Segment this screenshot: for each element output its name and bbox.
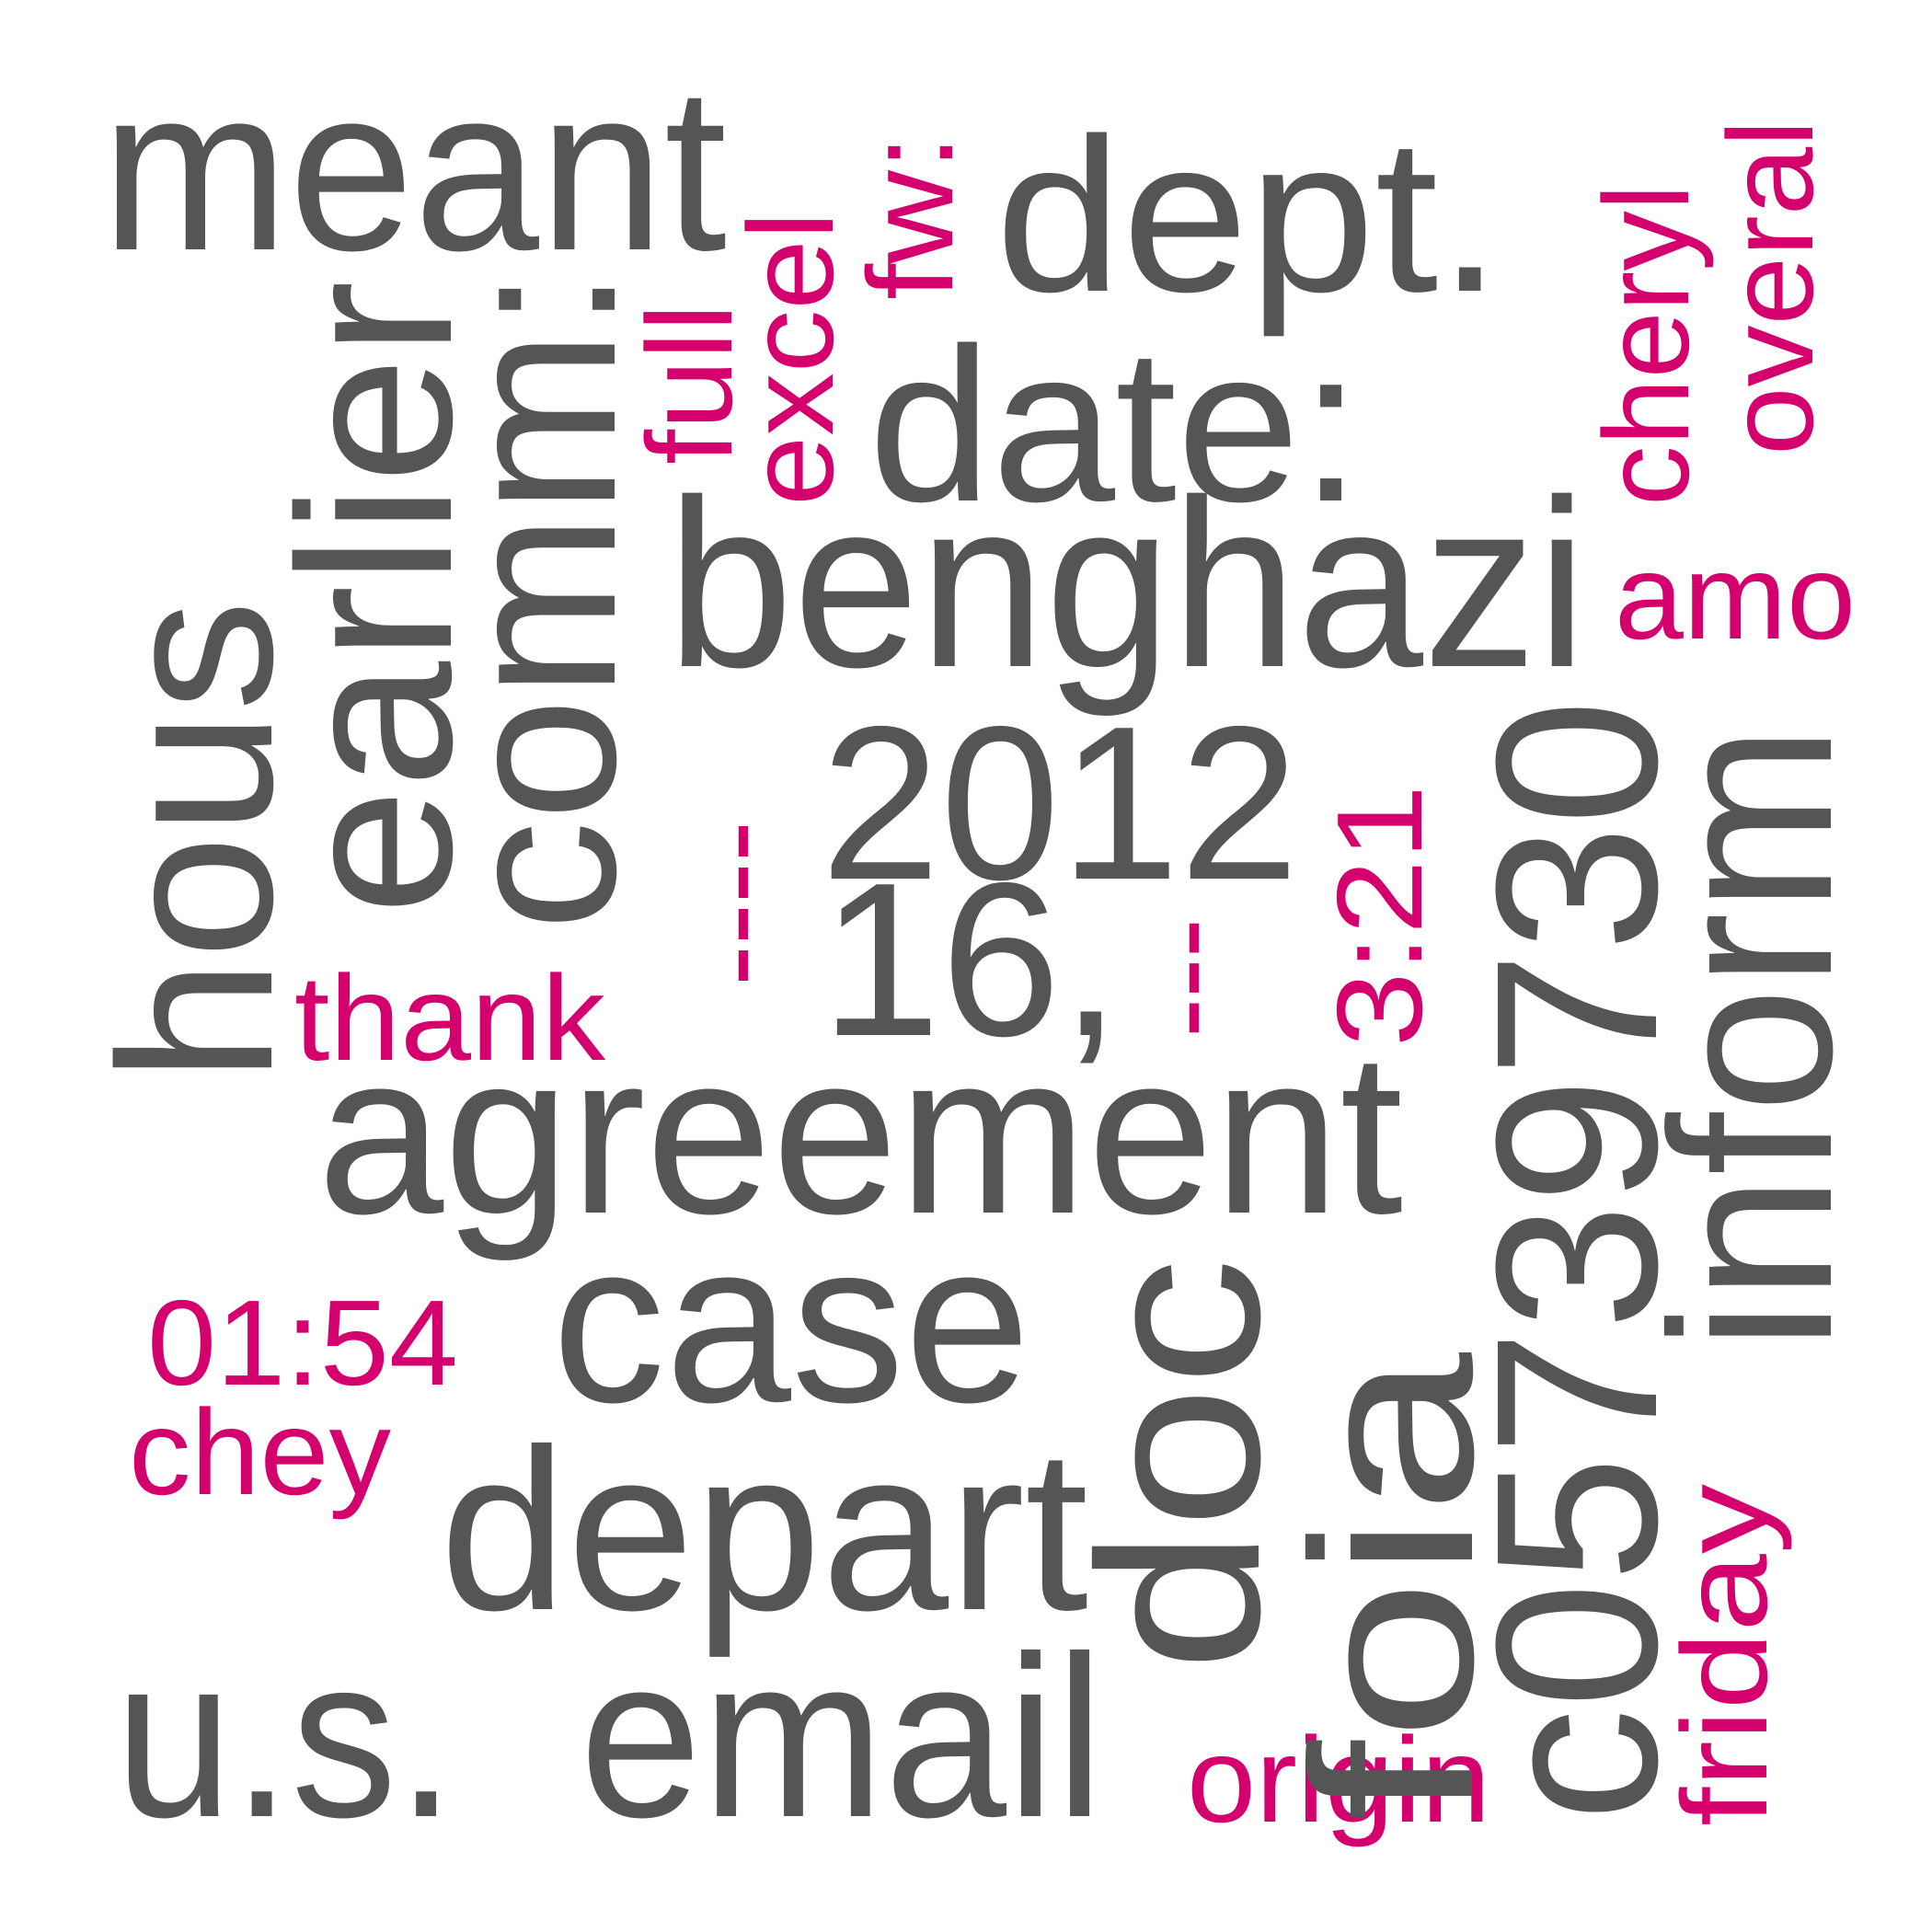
word-16: 16,: [821, 838, 1121, 1082]
word-fw: fw:: [843, 134, 978, 300]
word-case: case: [552, 1193, 1030, 1450]
word-dashes-3: ---: [1117, 918, 1252, 1038]
word-email: email: [580, 1608, 1104, 1865]
word-dept: dept.: [995, 94, 1501, 338]
word-foia: foia: [1264, 1351, 1521, 1822]
word-c05739730: c05739730: [1448, 699, 1705, 1822]
word-us: u.s.: [115, 1608, 455, 1865]
word-date: date:: [868, 304, 1362, 547]
word-hous: hous: [75, 600, 318, 1083]
word-doc: doc: [1051, 1258, 1307, 1672]
word-origin: origin: [1187, 1712, 1490, 1847]
word-321: 3:21: [1312, 785, 1447, 1047]
word-chey: chey: [129, 1385, 391, 1520]
word-benghazi: benghazi: [667, 451, 1587, 719]
word-overal: overal: [1703, 120, 1838, 455]
word-thank: thank: [294, 950, 606, 1086]
word-amo: amo: [1615, 529, 1856, 664]
word-full: full: [622, 304, 757, 465]
word-earlier: earlier: [254, 281, 498, 915]
word-dashes-4: ----: [666, 821, 801, 986]
word-excel: excel: [723, 212, 858, 506]
word-inform: inform: [1623, 725, 1880, 1351]
word-friday: friday: [1657, 1484, 1792, 1826]
word-comm: comm:: [418, 269, 661, 931]
word-depart: depart: [440, 1401, 1088, 1658]
word-meant: meant: [101, 38, 727, 299]
word-cheryl: cheryl: [1579, 184, 1714, 506]
word-0154: 01:54: [147, 1275, 458, 1410]
word-agreement: agreement: [317, 1005, 1403, 1261]
word-2012: 2012: [821, 682, 1299, 926]
